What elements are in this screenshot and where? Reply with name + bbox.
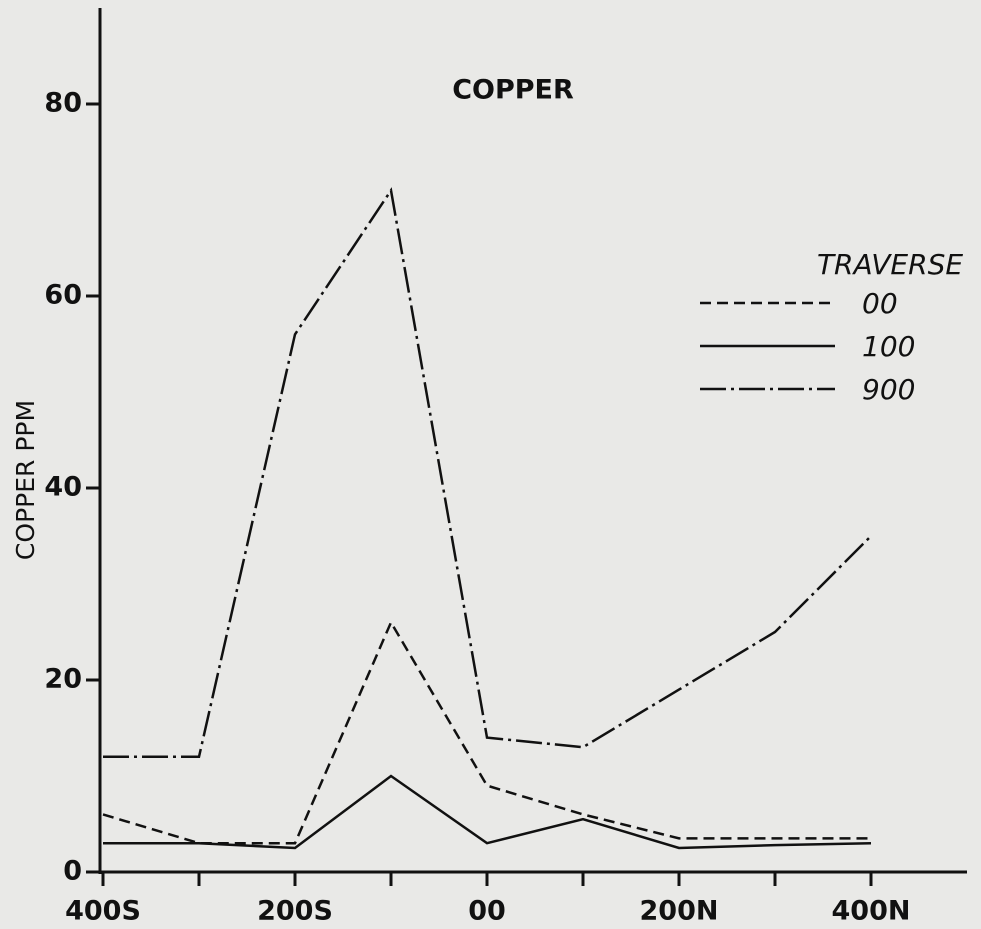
y-tick-label: 0 (63, 856, 82, 887)
x-tick-label: 00 (468, 896, 506, 927)
legend-label: 00 (862, 287, 898, 320)
chart-title: COPPER (452, 75, 574, 106)
x-tick-label: 400S (65, 896, 141, 927)
data-line (103, 187, 872, 759)
legend-label: 100 (862, 330, 915, 363)
y-tick-label: 60 (44, 280, 82, 311)
x-tick-label: 400N (832, 896, 911, 927)
y-axis-label: COPPER PPM (11, 400, 40, 560)
data-line (103, 774, 872, 850)
legend-title: TRAVERSE (817, 248, 963, 281)
y-tick-label: 40 (44, 472, 82, 503)
x-tick-label: 200N (640, 896, 719, 927)
y-tick-label: 20 (44, 664, 82, 695)
data-line (102, 619, 871, 845)
y-tick-label: 80 (44, 88, 82, 119)
x-tick-label: 200S (257, 896, 333, 927)
legend-label: 900 (862, 373, 915, 406)
